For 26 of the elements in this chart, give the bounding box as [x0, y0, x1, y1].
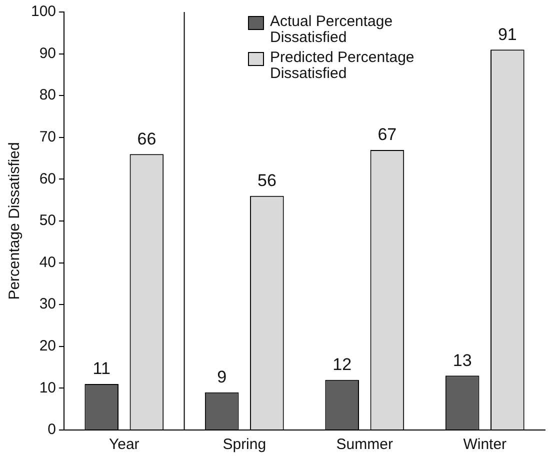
legend-label: Predicted Percentage Dissatisfied [270, 49, 416, 82]
y-tick-label: 100 [30, 3, 56, 20]
data-label: 13 [452, 350, 472, 370]
data-label: 11 [92, 359, 110, 378]
y-axis-title: Percentage Dissatisfied [6, 142, 24, 300]
y-tick-label: 0 [48, 421, 56, 438]
data-label: 91 [498, 24, 517, 44]
y-tick-label: 20 [39, 338, 56, 355]
x-tick-label: Winter [463, 436, 507, 454]
y-tick-label: 50 [39, 212, 56, 230]
data-label: 12 [332, 355, 352, 374]
x-tick-label: Year [108, 436, 140, 454]
x-tick-label: Summer [336, 436, 393, 454]
y-tick-label: 30 [39, 296, 56, 313]
y-tick-label: 60 [39, 170, 56, 188]
data-label: 9 [217, 368, 227, 387]
y-tick-label: 40 [39, 254, 56, 271]
y-tick-label: 90 [39, 44, 56, 62]
data-label: 67 [378, 125, 397, 144]
legend-label: Actual Percentage Dissatisfied [270, 13, 394, 46]
x-tick-label: Spring [222, 436, 266, 454]
y-tick-label: 70 [39, 128, 56, 146]
y-tick-label: 10 [39, 379, 56, 396]
data-label: 66 [137, 129, 156, 148]
y-tick-label: 80 [39, 86, 56, 104]
data-label: 56 [257, 171, 276, 190]
